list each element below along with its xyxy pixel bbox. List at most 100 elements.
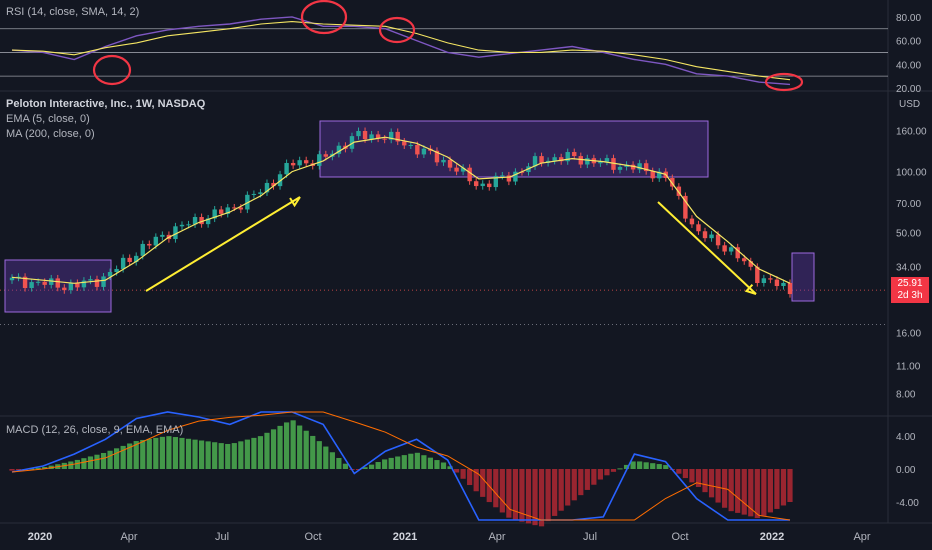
macd-histogram-bar	[682, 469, 688, 479]
macd-histogram-bar	[525, 469, 532, 524]
candle-body	[761, 278, 767, 283]
candle-body	[160, 234, 165, 237]
macd-histogram-bar	[453, 469, 460, 473]
macd-histogram-bar	[42, 467, 48, 469]
macd-histogram-bar	[146, 438, 152, 469]
macd-histogram-bar	[225, 443, 231, 469]
macd-histogram-bar	[133, 441, 139, 469]
macd-histogram-bar	[35, 467, 41, 469]
time-axis-label: Jul	[583, 531, 597, 543]
macd-histogram-bar	[231, 443, 237, 469]
macd-histogram-bar	[748, 469, 754, 517]
candle-body	[94, 279, 100, 287]
macd-histogram-bar	[114, 448, 120, 469]
price-tick-label: 50.00	[896, 228, 921, 239]
candle-body	[101, 276, 106, 287]
time-axis-label: Apr	[853, 531, 870, 543]
macd-histogram-bar	[342, 463, 349, 469]
candle-body	[225, 207, 230, 214]
macd-histogram-bar	[597, 469, 604, 480]
macd-histogram-bar	[153, 437, 159, 469]
macd-histogram-bar	[362, 467, 368, 469]
macd-histogram-bar	[761, 469, 767, 516]
candle-body	[205, 218, 211, 225]
candle-body	[709, 234, 714, 239]
candle-body	[513, 171, 518, 182]
macd-histogram-bar	[506, 469, 512, 518]
candle-body	[29, 282, 34, 289]
macd-histogram-bar	[427, 457, 434, 469]
macd-histogram-bar	[310, 435, 316, 469]
candle-body	[585, 158, 590, 165]
time-axis-label: Oct	[671, 531, 688, 543]
candle-body	[284, 162, 289, 175]
candle-body	[147, 243, 152, 246]
macd-histogram-bar	[329, 452, 335, 469]
candle-body	[402, 141, 407, 146]
candle-body	[683, 195, 688, 219]
macd-histogram-bar	[656, 464, 662, 469]
bar-countdown: 2d 3h	[897, 290, 923, 301]
consolidation-box	[791, 252, 815, 302]
candle-body	[696, 224, 701, 232]
candle-body	[676, 186, 682, 196]
candle-body	[728, 247, 734, 252]
candle-body	[755, 266, 760, 283]
candle-body	[480, 183, 485, 187]
candle-body	[493, 175, 498, 188]
macd-histogram-bar	[780, 469, 787, 506]
macd-histogram-bar	[643, 462, 649, 469]
macd-line	[11, 411, 790, 521]
macd-histogram-bar	[127, 443, 133, 469]
candle-body	[395, 131, 400, 142]
candle-body	[382, 138, 387, 140]
last-price-tag: 25.91 2d 3h	[891, 277, 929, 303]
candle-body	[179, 224, 185, 227]
candle-body	[212, 209, 217, 219]
candle-body	[768, 278, 773, 280]
trend-arrow	[145, 196, 301, 292]
macd-histogram-bar	[382, 459, 388, 469]
candle-body	[421, 148, 427, 155]
macd-histogram-bar	[87, 456, 94, 469]
candle-body	[487, 183, 492, 188]
macd-histogram-bar	[630, 461, 636, 469]
candle-body	[715, 234, 721, 246]
candle-body	[317, 154, 322, 166]
candle-body	[408, 145, 414, 147]
candle-body	[604, 158, 610, 162]
candle-body	[657, 171, 662, 179]
candle-body	[415, 145, 420, 155]
candle-body	[153, 236, 159, 246]
candle-body	[506, 175, 512, 182]
candle-body	[271, 182, 276, 187]
candle-body	[447, 159, 453, 168]
macd-histogram-bar	[604, 469, 610, 476]
macd-histogram-bar	[637, 461, 643, 469]
macd-histogram-bar	[787, 469, 793, 502]
price-tick-label: 70.00	[896, 199, 921, 210]
currency-label: USD	[899, 99, 921, 110]
candle-body	[460, 167, 466, 172]
macd-histogram-bar	[29, 468, 35, 470]
rsi-tick-label: 80.00	[896, 13, 921, 24]
macd-histogram-bar	[702, 469, 708, 493]
price-title: Peloton Interactive, Inc., 1W, NASDAQ	[6, 98, 206, 110]
macd-histogram-bar	[100, 452, 107, 469]
candle-body	[375, 134, 381, 139]
macd-histogram-bar	[676, 469, 682, 474]
macd-histogram-bar	[480, 469, 486, 497]
candle-body	[120, 257, 126, 269]
macd-histogram-bar	[728, 469, 734, 512]
macd-histogram-bar	[460, 469, 466, 479]
candle-body	[304, 160, 309, 164]
candle-body	[578, 156, 583, 165]
macd-histogram-bar	[375, 462, 381, 469]
macd-histogram-bar	[532, 469, 538, 526]
candle-body	[467, 167, 472, 182]
macd-histogram-bar	[264, 432, 270, 469]
macd-histogram-bar	[434, 460, 440, 469]
macd-histogram-bar	[244, 439, 250, 469]
candle-body	[722, 245, 727, 252]
